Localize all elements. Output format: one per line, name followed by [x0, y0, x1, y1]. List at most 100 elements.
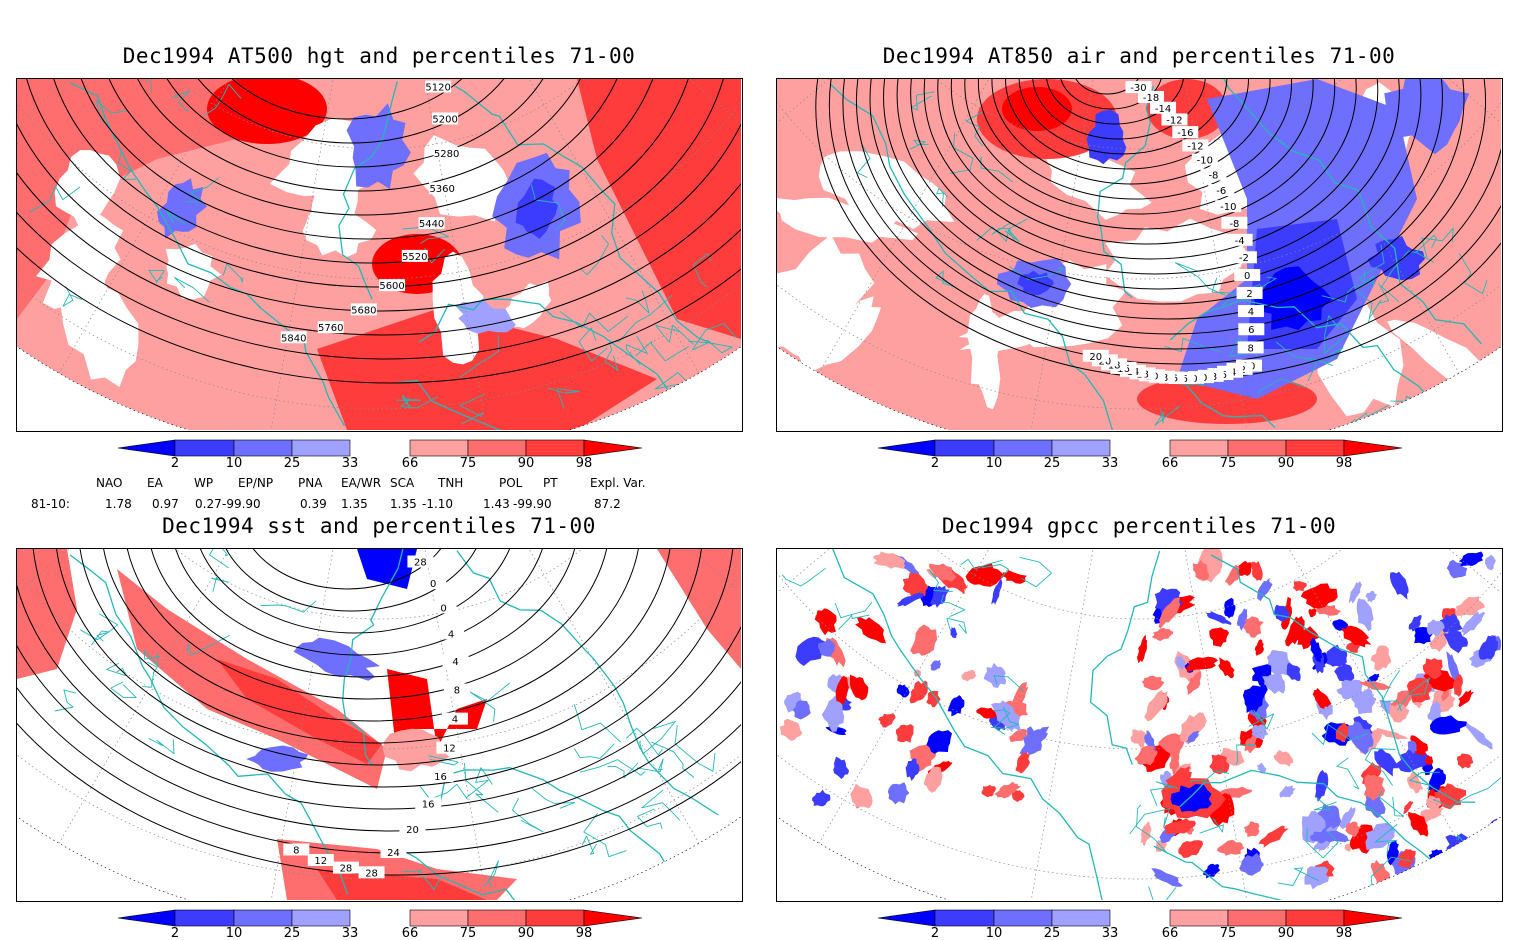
colorbar-tick-label: 66 — [402, 456, 419, 471]
precip-cell — [1365, 822, 1395, 851]
precip-cell — [849, 674, 869, 701]
country-border — [1311, 724, 1369, 745]
precip-cell — [926, 730, 952, 754]
precip-cell — [812, 789, 831, 807]
country-border — [578, 327, 608, 362]
contour-label: 28 — [414, 558, 427, 569]
precip-cell — [1389, 703, 1410, 723]
contour-line — [198, 79, 496, 120]
panel-title-sst: Dec1994 sst and percentiles 71-00 — [162, 514, 596, 538]
colorbar-tick-label: 33 — [1102, 456, 1119, 471]
contour-label-bg — [1182, 139, 1209, 152]
colorbar-tick-label: 66 — [1162, 926, 1179, 940]
state-border — [110, 681, 137, 699]
precip-cell — [1158, 597, 1181, 629]
contour-line — [146, 79, 564, 168]
precip-cell — [895, 724, 914, 743]
precip-cell — [1427, 700, 1442, 724]
shade-region — [293, 637, 380, 681]
map-disk — [777, 549, 1501, 900]
panel-title-gpcc: Dec1994 gpcc percentiles 71-00 — [941, 514, 1337, 538]
colorbar-tick-label: 10 — [226, 926, 243, 940]
contour-label-bg — [407, 555, 434, 568]
map-gpcc — [777, 549, 1501, 900]
graticule — [777, 79, 1501, 430]
precip-cell — [1310, 830, 1329, 844]
index-header-wp: WP — [194, 476, 214, 490]
precip-cell — [1237, 560, 1252, 576]
country-border — [1164, 337, 1221, 353]
state-border — [1019, 556, 1053, 588]
contour-label-bg — [380, 845, 407, 858]
shade-region — [317, 309, 657, 430]
contour-label-bg — [1215, 200, 1242, 213]
country-border — [1358, 244, 1385, 283]
contour-label-bg — [379, 279, 406, 292]
colorbar-tick-label: 98 — [1336, 456, 1353, 471]
state-border — [143, 650, 161, 667]
colorbar-tick-label: 2 — [171, 456, 179, 471]
contour-label-bg — [283, 843, 310, 856]
index-header-nao: NAO — [96, 476, 123, 490]
precip-cell — [1186, 656, 1218, 672]
index-value-pna: 0.39 — [300, 497, 327, 511]
contour-labels: -30-18-14-12-16-12-10-8-6-10-8-4-2024681… — [1082, 81, 1265, 385]
precip-cell — [1170, 784, 1212, 812]
colorbar-segment — [993, 439, 1053, 457]
precip-cell — [1335, 722, 1352, 743]
state-border — [935, 270, 956, 288]
precip-cell — [818, 638, 836, 657]
colorbar-segment — [993, 909, 1053, 927]
colorbar-tick-label: 33 — [342, 456, 359, 471]
contour-label: -30 — [1130, 83, 1146, 94]
precip-cell — [1179, 712, 1207, 745]
contour-label: 4 — [1248, 307, 1254, 318]
contour-label-bg — [442, 654, 469, 667]
precip-cell — [1403, 800, 1414, 815]
country-border — [1174, 262, 1226, 296]
coastline — [69, 82, 346, 427]
contour-line — [842, 79, 1501, 350]
contour-label: 24 — [387, 848, 400, 859]
precip-cell — [1251, 724, 1269, 740]
state-border — [203, 83, 242, 117]
colorbar-tick-label: 66 — [1162, 456, 1179, 471]
precip-cell — [1418, 864, 1440, 886]
country-border — [1415, 234, 1437, 263]
state-border — [950, 132, 974, 174]
precip-cell — [1137, 634, 1148, 664]
precip-cell — [1239, 852, 1264, 876]
index-value-sca: 1.35 — [390, 497, 417, 511]
contour-label: -6 — [1216, 186, 1226, 197]
contour-label-bg — [358, 866, 385, 879]
state-border — [940, 594, 966, 617]
state-border — [148, 269, 165, 283]
map-disk: -30-18-14-12-16-12-10-8-6-10-8-4-2024681… — [777, 79, 1501, 430]
country-border — [604, 343, 619, 371]
colorbar-segment — [1227, 439, 1287, 457]
contour-label-bg — [418, 217, 445, 230]
contours — [17, 79, 741, 384]
coastline — [1089, 550, 1161, 765]
precip-cell — [1002, 570, 1027, 584]
contour-label-bg — [443, 683, 470, 696]
precip-cell — [991, 578, 1003, 605]
colorbar-segment — [291, 909, 351, 927]
index-value-pol: 1.43 — [483, 497, 510, 511]
precip-cell — [1314, 769, 1329, 802]
precip-cell — [976, 707, 998, 719]
shading — [779, 549, 1501, 891]
contour-label: 0 — [440, 603, 446, 614]
precip-cell — [1334, 661, 1355, 684]
colorbar-hgt: 2 10 25 33 66 75 90 98 — [117, 439, 643, 471]
country-border — [581, 835, 597, 855]
precip-cell — [896, 684, 910, 698]
colorbar-tick-label: 2 — [931, 926, 939, 940]
contour-label-bg — [332, 861, 359, 874]
shade-gap — [818, 151, 955, 230]
contour-label-bg — [433, 146, 460, 159]
contour-label-bg — [420, 577, 447, 590]
contour-label: 8 — [454, 686, 460, 697]
state-border — [91, 630, 110, 646]
country-border — [636, 758, 664, 773]
